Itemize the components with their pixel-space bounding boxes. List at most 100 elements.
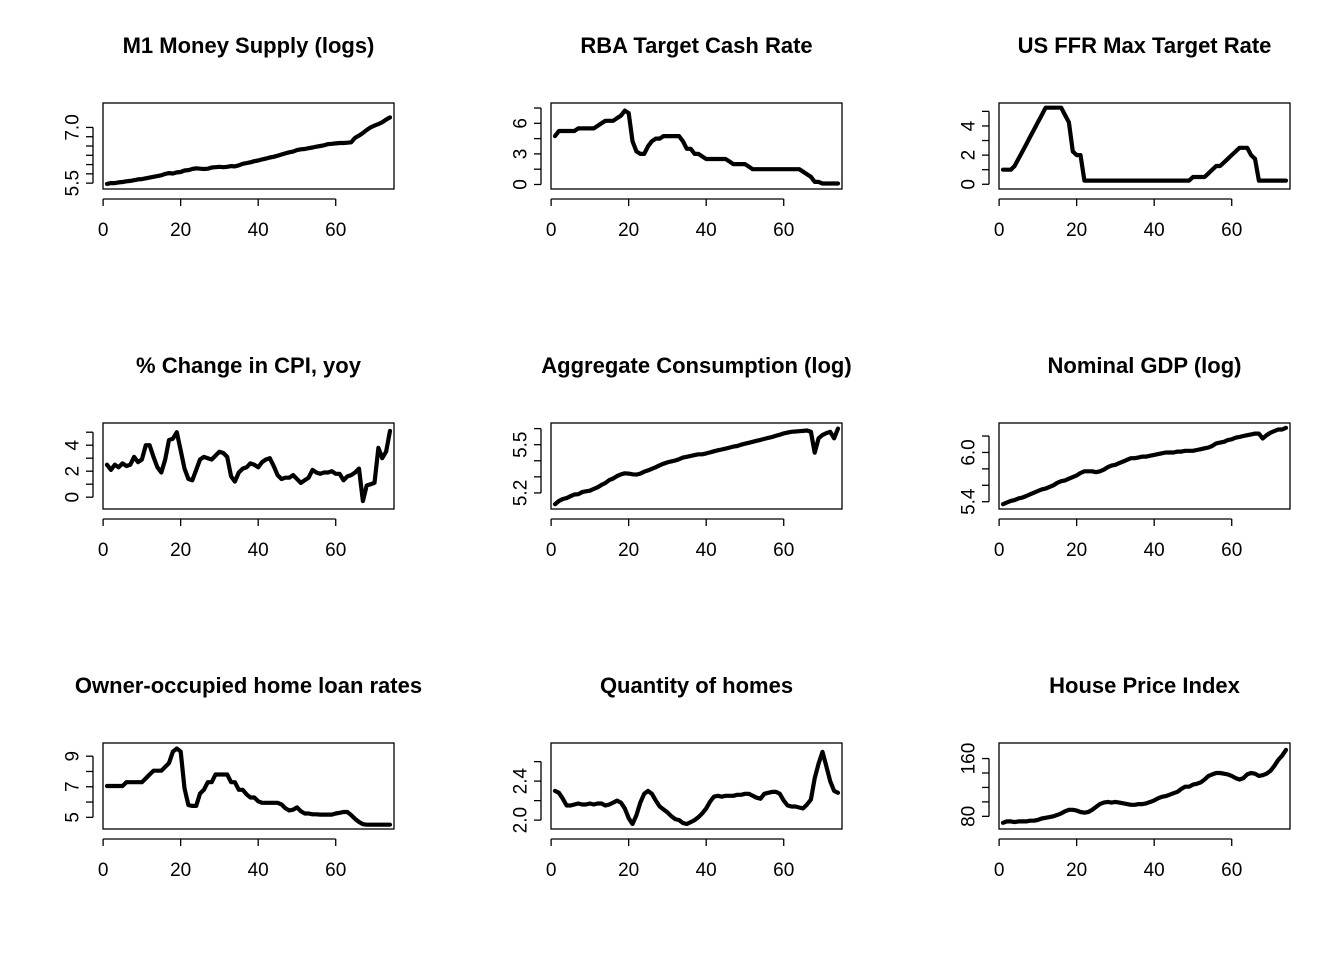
x-tick-label: 20: [1066, 220, 1087, 241]
x-tick-label: 40: [1144, 860, 1165, 881]
y-tick-label: 2.4: [511, 767, 532, 794]
panel-title: Nominal GDP (log): [1048, 353, 1242, 378]
y-tick-label: 2: [63, 466, 84, 477]
x-tick-label: 0: [98, 220, 109, 241]
plot-frame: [998, 742, 1291, 830]
y-tick-label: 2: [959, 150, 980, 161]
x-tick-label: 0: [994, 860, 1005, 881]
y-axis: 5 7 9: [63, 751, 94, 823]
x-tick-label: 60: [325, 860, 346, 881]
x-tick-label: 20: [618, 860, 639, 881]
plot-frame: [550, 742, 843, 830]
series-line: [1000, 747, 1289, 825]
y-tick-label: 6: [511, 118, 532, 129]
x-tick-label: 40: [696, 220, 717, 241]
panel-1: M1 Money Supply (logs) 0 20 40 60 5.5 7.0: [63, 33, 395, 241]
y-tick-label: 4: [959, 120, 980, 131]
series-line: [552, 426, 841, 507]
panel-title: RBA Target Cash Rate: [580, 33, 812, 58]
x-axis: 0 20 40 60: [546, 198, 794, 241]
x-tick-label: 60: [1221, 220, 1242, 241]
panel-title: Owner-occupied home loan rates: [75, 673, 422, 698]
y-tick-label: 2.0: [511, 807, 532, 833]
x-tick-label: 0: [98, 540, 109, 561]
x-tick-label: 60: [773, 860, 794, 881]
x-axis: 0 20 40 60: [994, 518, 1242, 561]
plot-frame: [102, 422, 395, 510]
y-axis: 0 2 4: [959, 110, 990, 190]
x-tick-label: 60: [773, 220, 794, 241]
y-axis: 0 3 6: [511, 107, 542, 190]
x-axis: 0 20 40 60: [994, 198, 1242, 241]
x-tick-label: 0: [546, 860, 557, 881]
x-tick-label: 40: [696, 860, 717, 881]
plot-frame: [998, 102, 1291, 190]
x-tick-label: 40: [248, 540, 269, 561]
panel-3: US FFR Max Target Rate 0 20 40 60 0 2 4: [959, 33, 1291, 241]
x-tick-label: 0: [98, 860, 109, 881]
panel-4: % Change in CPI, yoy 0 20 40 60 0 2 4: [63, 353, 395, 561]
x-axis: 0 20 40 60: [546, 518, 794, 561]
plot-frame: [550, 422, 843, 510]
panel-title: US FFR Max Target Rate: [1018, 33, 1272, 58]
x-tick-label: 60: [1221, 540, 1242, 561]
y-tick-label: 0: [511, 179, 532, 190]
y-tick-label: 0: [959, 179, 980, 190]
y-tick-label: 160: [959, 743, 980, 775]
series-line: [104, 428, 393, 504]
series-line: [1000, 105, 1289, 183]
y-tick-label: 5.2: [511, 480, 532, 506]
y-axis: 2.0 2.4: [511, 760, 542, 833]
panel-7: Owner-occupied home loan rates 0 20 40 60 5 7 9: [63, 673, 423, 881]
panel-8: Quantity of homes 0 20 40 60 2.0 2.4: [511, 673, 843, 881]
x-axis: 0 20 40 60: [98, 838, 346, 881]
x-tick-label: 60: [325, 220, 346, 241]
y-axis: 5.5 7.0: [63, 114, 94, 196]
x-tick-label: 40: [1144, 540, 1165, 561]
y-axis: 5.2 5.5: [511, 427, 542, 506]
x-tick-label: 20: [1066, 540, 1087, 561]
x-tick-label: 0: [546, 540, 557, 561]
series-line: [552, 108, 841, 186]
x-tick-label: 0: [546, 220, 557, 241]
x-tick-label: 20: [170, 860, 191, 881]
y-axis: 0 2 4: [63, 431, 94, 503]
x-axis: 0 20 40 60: [994, 838, 1242, 881]
series-line: [1000, 425, 1289, 507]
plot-frame: [550, 102, 843, 190]
y-axis: 80 160: [959, 743, 990, 827]
plot-frame: [102, 102, 395, 190]
panel-9: House Price Index 0 20 40 60 80 160: [959, 673, 1291, 881]
x-tick-label: 0: [994, 540, 1005, 561]
y-tick-label: 5: [63, 812, 84, 823]
x-tick-label: 20: [1066, 860, 1087, 881]
panel-title: Aggregate Consumption (log): [541, 353, 851, 378]
panel-title: % Change in CPI, yoy: [136, 353, 362, 378]
y-tick-label: 80: [959, 806, 980, 827]
y-tick-label: 4: [63, 439, 84, 450]
x-axis: 0 20 40 60: [546, 838, 794, 881]
x-tick-label: 0: [994, 220, 1005, 241]
panel-2: RBA Target Cash Rate 0 20 40 60 0 3 6: [511, 33, 843, 241]
series-line: [104, 746, 393, 827]
y-tick-label: 5.5: [63, 170, 84, 196]
x-axis: 0 20 40 60: [98, 198, 346, 241]
y-tick-label: 0: [63, 492, 84, 503]
panel-title: M1 Money Supply (logs): [123, 33, 375, 58]
x-tick-label: 40: [1144, 220, 1165, 241]
y-tick-label: 9: [63, 751, 84, 762]
series-line: [104, 115, 393, 186]
y-tick-label: 6.0: [959, 439, 980, 465]
panel-5: Aggregate Consumption (log) 0 20 40 60 5.2 5.5: [511, 353, 852, 561]
x-tick-label: 40: [696, 540, 717, 561]
x-tick-label: 40: [248, 220, 269, 241]
plot-frame: [102, 742, 395, 830]
x-tick-label: 20: [170, 540, 191, 561]
y-tick-label: 5.5: [511, 431, 532, 457]
y-tick-label: 5.4: [959, 488, 980, 515]
y-tick-label: 7: [63, 781, 84, 792]
panel-6: Nominal GDP (log) 0 20 40 60 5.4 6.0: [959, 353, 1291, 561]
series-line: [552, 749, 841, 827]
x-axis: 0 20 40 60: [98, 518, 346, 561]
